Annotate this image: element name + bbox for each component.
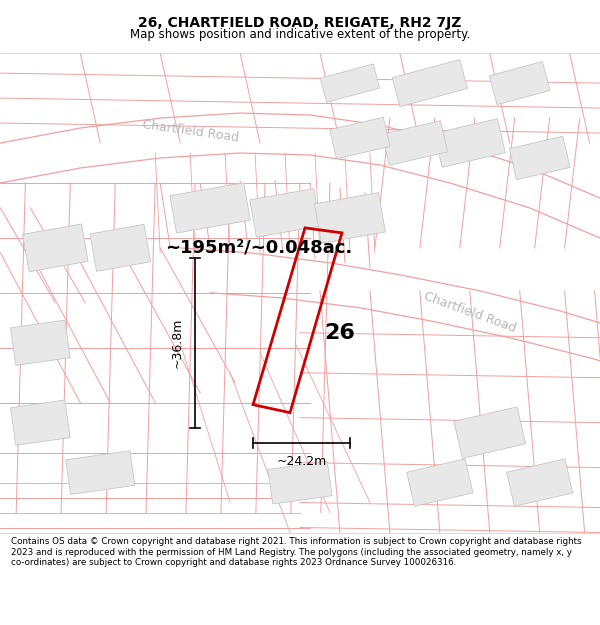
Polygon shape: [23, 224, 88, 272]
Polygon shape: [11, 320, 70, 366]
Text: Map shows position and indicative extent of the property.: Map shows position and indicative extent…: [130, 28, 470, 41]
Polygon shape: [506, 459, 573, 506]
Polygon shape: [407, 459, 473, 506]
Polygon shape: [90, 224, 151, 271]
Polygon shape: [330, 118, 390, 159]
Polygon shape: [170, 182, 250, 233]
Polygon shape: [392, 59, 467, 107]
Text: Chartfield Road: Chartfield Road: [141, 118, 239, 144]
Text: 26, CHARTFIELD ROAD, REIGATE, RH2 7JZ: 26, CHARTFIELD ROAD, REIGATE, RH2 7JZ: [139, 16, 461, 30]
Polygon shape: [11, 400, 70, 445]
Text: ~36.8m: ~36.8m: [170, 318, 183, 368]
Polygon shape: [490, 61, 550, 104]
Text: 26: 26: [325, 322, 355, 342]
Text: Contains OS data © Crown copyright and database right 2021. This information is : Contains OS data © Crown copyright and d…: [11, 537, 581, 567]
Polygon shape: [250, 189, 320, 238]
Text: Chartfield Road: Chartfield Road: [422, 290, 518, 336]
Text: ~195m²/~0.048ac.: ~195m²/~0.048ac.: [165, 239, 352, 257]
Polygon shape: [314, 192, 385, 243]
Polygon shape: [434, 119, 505, 168]
Polygon shape: [268, 461, 332, 504]
Text: ~24.2m: ~24.2m: [277, 454, 326, 468]
Polygon shape: [382, 121, 448, 166]
Polygon shape: [509, 136, 570, 180]
Polygon shape: [320, 64, 380, 102]
Polygon shape: [65, 451, 135, 494]
Polygon shape: [454, 407, 526, 458]
